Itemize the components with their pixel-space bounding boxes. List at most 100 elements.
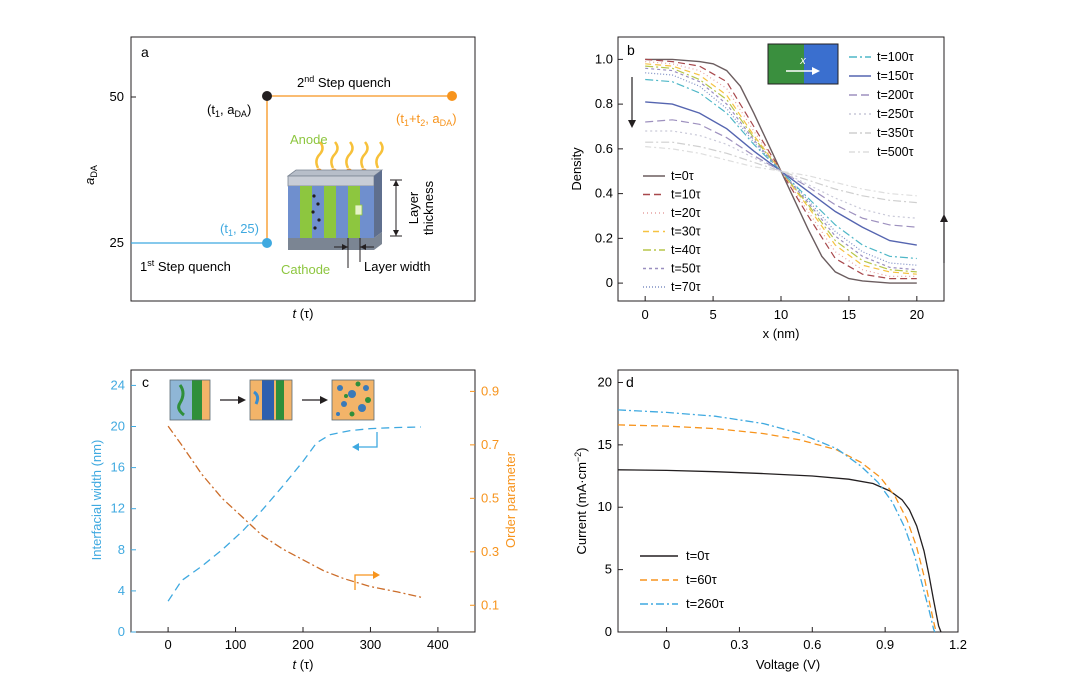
point-label-t1-ada: (t1, aDA) (207, 102, 251, 119)
charge-dots (311, 194, 321, 230)
cube-arrowhead-1 (238, 396, 246, 404)
b-ytick-label: 0.2 (595, 230, 613, 245)
width-axis-indicator-icon (355, 432, 378, 448)
d-xtick-label: 0.9 (876, 637, 894, 652)
b-legend-label: t=150τ (877, 69, 914, 83)
d-ytick-label: 15 (598, 437, 612, 452)
cathode-marker (354, 204, 363, 216)
cathode-label: Cathode (281, 262, 330, 277)
d-ytick-label: 5 (605, 562, 612, 577)
b-ytick-label: 0.8 (595, 96, 613, 111)
b-series-line (645, 141, 917, 204)
d-legend-label: t=60τ (686, 572, 718, 587)
thickness-arrow-down (393, 230, 399, 236)
b-legend-label: t=20τ (671, 206, 701, 220)
step1-label: 1st Step quench (140, 258, 231, 274)
order-axis-indicator-icon (354, 574, 377, 590)
anode-layer-2 (324, 186, 336, 238)
c-ytick-label: 12 (111, 501, 125, 516)
b-xtick-label: 20 (910, 307, 924, 322)
anode-layer-3 (348, 186, 360, 238)
d-xtick-label: 0.3 (730, 637, 748, 652)
point-t1-25 (262, 238, 272, 248)
panel-b-axes: 0 5 10 15 20 0 0.2 0.4 0.6 0.8 1.0 (595, 51, 924, 322)
panel-c-xlabel: t (τ) (292, 657, 313, 672)
b-legend-label: t=30τ (671, 225, 701, 239)
cube-arrowhead-2 (320, 396, 328, 404)
c-y2tick-label: 0.7 (481, 437, 499, 452)
panel-a-ytick-label-50: 50 (110, 89, 124, 104)
c-ytick-label: 4 (118, 583, 125, 598)
inset-x-label: x (799, 55, 806, 67)
width-arrowhead-left (342, 244, 348, 250)
layer-width-label: Layer width (364, 259, 430, 274)
b-series-line (645, 146, 917, 197)
anode-layer-1 (300, 186, 312, 238)
order-axis-arrowhead (373, 571, 380, 579)
inset-blue-half (804, 44, 838, 84)
point-label-t1-25: (t1, 25) (220, 221, 259, 238)
panel-d-lines (617, 409, 942, 633)
panel-c-lines (167, 425, 422, 602)
d-xtick-label: 0.6 (803, 637, 821, 652)
d-xtick-label: 0 (663, 637, 670, 652)
b-series-line (645, 67, 917, 271)
b-xtick-label: 5 (709, 307, 716, 322)
d-legend-label: t=0τ (686, 548, 710, 563)
panel-b-legend: t=0τ t=10τ t=20τ t=30τ t=40τ t=50τ t=70τ t=100τ… (643, 50, 914, 294)
b-ytick-label: 0.4 (595, 186, 613, 201)
c-y2tick-label: 0.1 (481, 597, 499, 612)
b-legend-label: t=10τ (671, 188, 701, 202)
panel-c-axes: 0 100 200 300 400 0 4 8 12 16 20 24 0.1 0.3 0.5 0.7 0.9 (111, 377, 500, 652)
sun-rays-icon (315, 141, 384, 169)
panel-b-label: b (627, 42, 635, 58)
panel-a-ytick-label-25: 25 (110, 235, 124, 250)
c-ytick-label: 8 (118, 542, 125, 557)
down-arrow-icon (628, 120, 636, 128)
panel-a-frame (130, 36, 476, 302)
panel-b: b 0 5 10 15 20 0 0.2 0.4 0.6 0.8 1.0 t=0τ t=10τ t=20… (569, 36, 948, 341)
c-xtick-label: 0 (164, 637, 171, 652)
b-xtick-label: 0 (642, 307, 649, 322)
d-series-line (617, 409, 936, 633)
c-ytick-label: 20 (111, 419, 125, 434)
d-series-line (617, 469, 942, 633)
panel-a-ylabel: aDA (82, 165, 99, 185)
c-y2tick-label: 0.9 (481, 383, 499, 398)
device-top-face (286, 169, 384, 177)
b-ytick-label: 0 (606, 275, 613, 290)
width-axis-arrowhead (352, 443, 359, 451)
b-legend-label: t=250τ (877, 107, 914, 121)
panel-d-label: d (626, 374, 634, 390)
c-ytick-label: 16 (111, 460, 125, 475)
device-illustration (286, 141, 402, 268)
width-arrowhead-right (360, 244, 366, 250)
b-series-line (645, 130, 917, 219)
panel-b-inset: x (767, 43, 839, 85)
b-legend-label: t=50τ (671, 262, 701, 276)
d-xtick-label: 1.2 (949, 637, 967, 652)
b-ytick-label: 1.0 (595, 51, 613, 66)
c-series-line (167, 426, 422, 602)
d-ytick-label: 20 (598, 374, 612, 389)
b-series-line (645, 78, 917, 260)
layer-thickness-label: Layerthickness (406, 180, 436, 235)
b-legend-label: t=500τ (877, 145, 914, 159)
c-xtick-label: 200 (292, 637, 314, 652)
c-ytick-label: 24 (111, 377, 125, 392)
b-xtick-label: 15 (842, 307, 856, 322)
panel-c-label: c (142, 374, 149, 390)
point-t1-t2-ada (447, 91, 457, 101)
panel-d-axes: 0 0.3 0.6 0.9 1.2 0 5 10 15 20 (598, 374, 968, 652)
morphology-cube-2 (249, 379, 293, 421)
b-legend-label: t=0τ (671, 169, 694, 183)
panel-b-lines (645, 58, 917, 284)
panel-d-legend: t=0τ t=60τ t=260τ (640, 548, 725, 611)
morphology-cube-1 (169, 379, 211, 421)
panel-c-y2label: Order parameter (503, 451, 518, 548)
d-legend-label: t=260τ (686, 596, 725, 611)
c-xtick-label: 300 (360, 637, 382, 652)
inset-arrow-icon (812, 67, 820, 75)
panel-c-ylabel: Interfacial width (nm) (89, 440, 104, 561)
